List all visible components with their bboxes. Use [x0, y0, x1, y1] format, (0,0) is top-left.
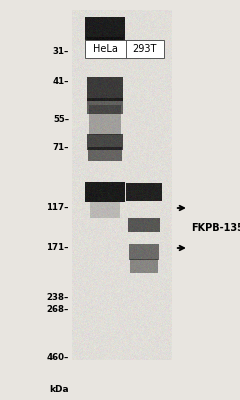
Text: 117–: 117–: [47, 204, 69, 212]
Text: 171–: 171–: [47, 244, 69, 252]
Text: FKPB-135: FKPB-135: [191, 223, 240, 233]
Text: 55–: 55–: [53, 116, 69, 124]
Text: 293T: 293T: [132, 44, 156, 54]
Text: 41–: 41–: [53, 78, 69, 86]
Text: HeLa: HeLa: [93, 44, 118, 54]
Text: 268–: 268–: [47, 306, 69, 314]
Bar: [85, 40, 164, 58]
Text: kDa: kDa: [49, 386, 69, 394]
Text: 31–: 31–: [53, 48, 69, 56]
Text: 238–: 238–: [47, 294, 69, 302]
Text: 460–: 460–: [47, 354, 69, 362]
Text: 71–: 71–: [53, 144, 69, 152]
